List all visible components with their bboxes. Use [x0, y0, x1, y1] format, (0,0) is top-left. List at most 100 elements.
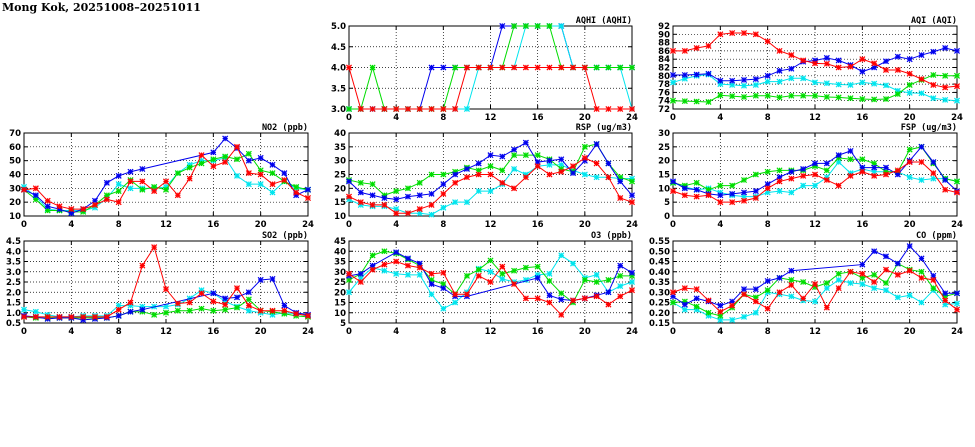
data-point: [871, 278, 878, 286]
data-point: [475, 64, 482, 71]
y-tick-label: 86: [658, 47, 670, 57]
chart-title: SO2 (ppb): [262, 231, 308, 241]
y-tick-label: 60: [9, 143, 21, 153]
data-point: [245, 181, 252, 188]
data-point: [617, 262, 624, 269]
series-3: [345, 258, 636, 318]
data-point: [871, 164, 878, 171]
data-point: [404, 210, 411, 217]
data-point: [186, 307, 193, 314]
data-point: [811, 60, 819, 67]
data-point: [752, 92, 759, 99]
data-point: [570, 260, 577, 267]
data-point: [269, 181, 276, 188]
data-point: [918, 143, 925, 150]
data-point: [345, 193, 353, 200]
data-point: [953, 72, 961, 79]
data-point: [764, 287, 771, 294]
chart-title: CO (ppm): [916, 231, 957, 241]
y-tick-label: 0.30: [649, 288, 670, 298]
data-point: [882, 58, 890, 65]
data-point: [617, 272, 624, 279]
y-tick-label: 74: [658, 97, 670, 107]
y-tick-label: 0.50: [649, 247, 670, 257]
x-tick-label: 0: [346, 113, 352, 123]
data-point: [127, 308, 134, 315]
data-point: [393, 249, 400, 256]
data-point: [162, 286, 170, 293]
data-point: [847, 63, 854, 70]
x-tick-label: 12: [160, 220, 172, 230]
data-point: [953, 83, 961, 90]
data-point: [487, 171, 494, 178]
data-point: [605, 301, 612, 308]
data-point: [729, 302, 736, 309]
data-point: [487, 188, 494, 195]
y-tick-label: 3.0: [331, 105, 346, 115]
data-point: [953, 300, 961, 307]
data-point: [669, 47, 677, 54]
y-tick-label: 10: [334, 309, 346, 319]
x-tick-label: 12: [809, 113, 821, 123]
data-point: [511, 165, 518, 172]
data-point: [416, 179, 423, 186]
data-point: [452, 105, 459, 113]
x-tick-label: 12: [485, 113, 497, 123]
data-point: [942, 44, 949, 52]
data-point: [835, 270, 842, 277]
data-point: [487, 163, 494, 170]
data-point: [20, 306, 28, 313]
data-point: [776, 94, 783, 101]
data-point: [440, 64, 447, 71]
data-point: [511, 146, 518, 153]
data-point: [918, 299, 925, 306]
x-tick-label: 16: [207, 220, 219, 230]
y-tick-label: 90: [658, 30, 670, 40]
data-point: [669, 188, 677, 195]
data-point: [788, 65, 795, 72]
data-point: [80, 206, 87, 213]
y-tick-label: 2.0: [6, 288, 21, 298]
series-1: [345, 141, 636, 199]
data-point: [369, 266, 376, 273]
x-tick-label: 0: [21, 327, 27, 337]
data-point: [222, 301, 229, 308]
data-point: [534, 22, 541, 30]
data-point: [859, 261, 866, 268]
y-tick-label: 10: [334, 212, 346, 222]
data-point: [281, 302, 288, 309]
data-point: [115, 306, 122, 313]
series-1: [669, 71, 961, 105]
data-point: [245, 307, 252, 314]
data-point: [428, 171, 435, 178]
data-point: [705, 297, 712, 304]
data-point: [369, 64, 376, 71]
series-3: [669, 159, 961, 206]
data-point: [534, 295, 541, 302]
data-point: [115, 199, 122, 206]
plot-frame: [672, 25, 958, 110]
data-point: [511, 185, 518, 192]
data-point: [245, 289, 252, 296]
data-point: [930, 48, 937, 55]
data-point: [44, 313, 51, 320]
data-point: [859, 156, 866, 163]
data-point: [788, 75, 795, 82]
data-point: [669, 71, 677, 78]
data-point: [669, 178, 677, 185]
x-tick-label: 24: [951, 327, 963, 337]
data-point: [369, 252, 376, 259]
data-point: [811, 298, 819, 305]
data-point: [463, 272, 470, 279]
data-point: [894, 53, 901, 60]
data-point: [162, 178, 170, 185]
data-point: [740, 286, 748, 293]
data-point: [617, 283, 624, 290]
data-point: [823, 304, 830, 311]
data-point: [882, 253, 890, 260]
data-point: [617, 64, 624, 71]
data-point: [918, 52, 925, 59]
data-point: [859, 168, 866, 175]
data-point: [440, 190, 447, 197]
